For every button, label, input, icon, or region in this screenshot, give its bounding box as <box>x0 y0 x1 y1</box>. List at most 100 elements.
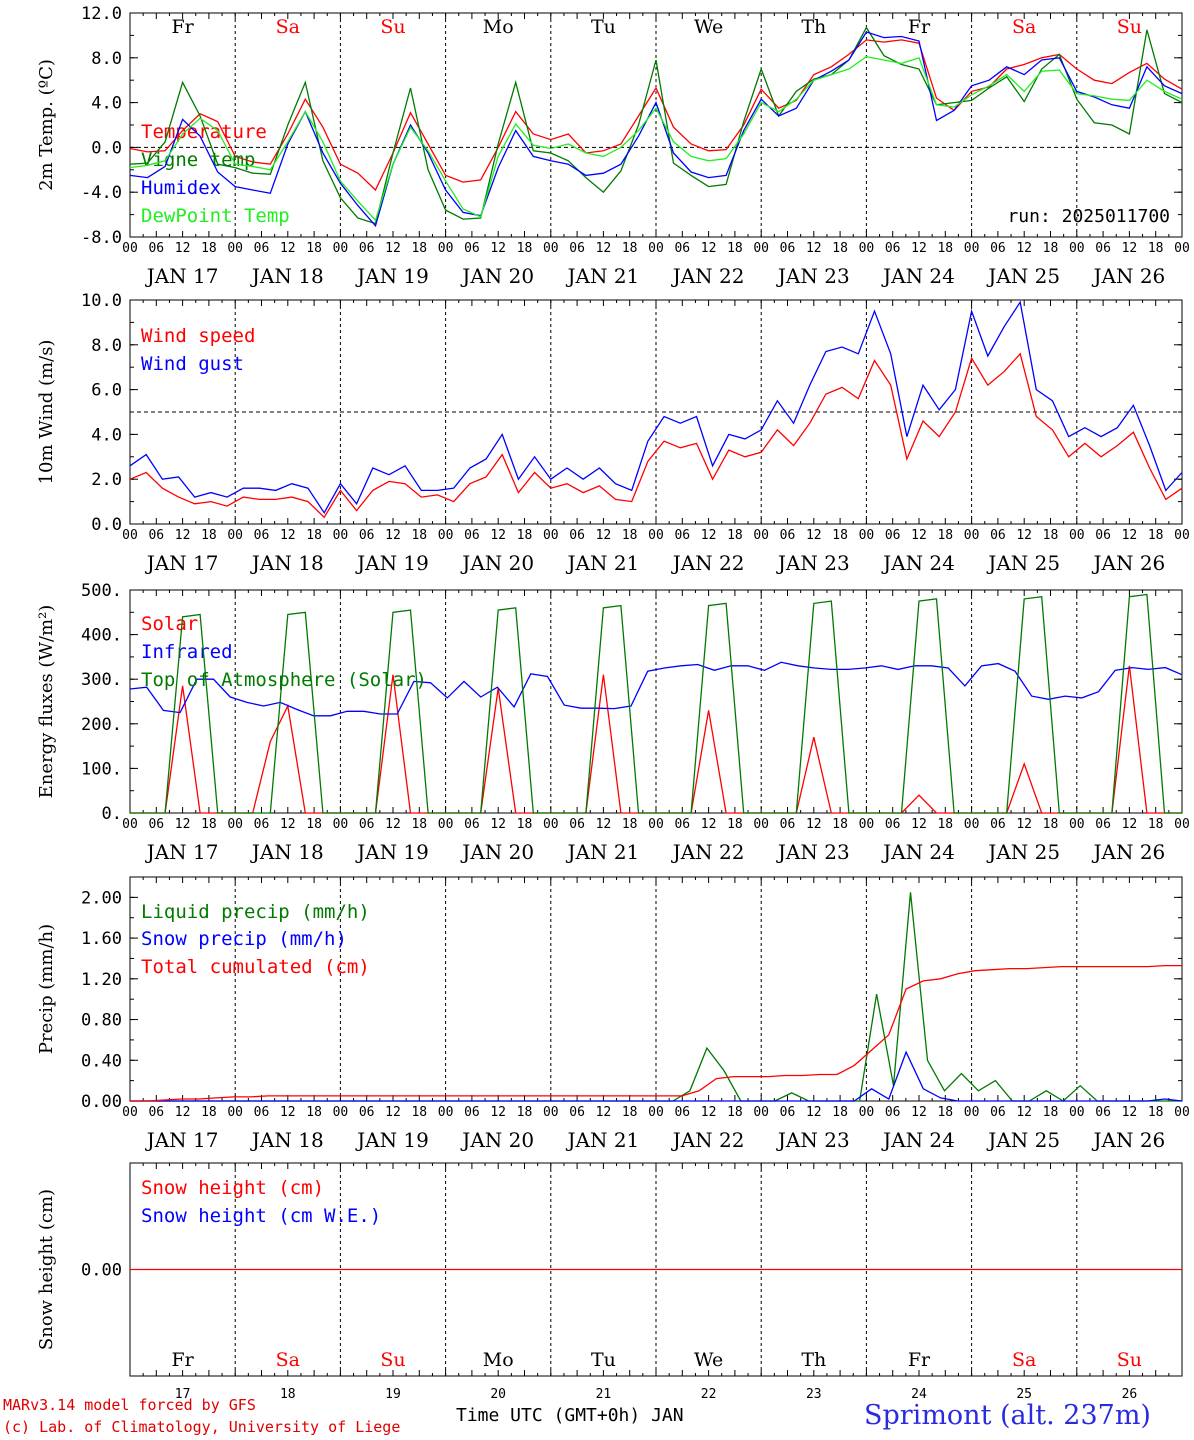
date-label: JAN 20 <box>460 1128 534 1152</box>
hour-tick-label: 12 <box>280 528 296 543</box>
hour-tick-label: 00 <box>543 1105 559 1120</box>
date-label: JAN 21 <box>566 1128 640 1152</box>
hour-tick-label: 18 <box>937 1105 953 1120</box>
hour-tick-label: 00 <box>438 241 454 256</box>
hour-tick-label: 00 <box>122 528 138 543</box>
hour-tick-label: 00 <box>438 817 454 832</box>
hour-tick-label: 12 <box>596 1105 612 1120</box>
hour-tick-label: 00 <box>648 528 664 543</box>
hour-tick-label: 12 <box>1122 241 1138 256</box>
y-tick-label: 4.0 <box>91 425 122 445</box>
hour-tick-label: 18 <box>411 241 427 256</box>
hour-tick-label: 06 <box>148 241 164 256</box>
y-tick-label: 200. <box>81 715 122 735</box>
y-axis-title-wind: 10m Wind (m/s) <box>36 340 57 485</box>
y-tick-label: 0.0 <box>91 138 122 158</box>
hour-tick-label: 06 <box>464 528 480 543</box>
hour-tick-label: 00 <box>543 817 559 832</box>
hour-tick-label: 00 <box>333 817 349 832</box>
hour-tick-label: 06 <box>990 1105 1006 1120</box>
hour-tick-label: 18 <box>622 1105 638 1120</box>
hour-tick-label: 18 <box>937 817 953 832</box>
hour-tick-label: 06 <box>464 1105 480 1120</box>
legend-entry-temp-1: Vigne temp <box>141 149 255 171</box>
hour-tick-label: 00 <box>1069 241 1085 256</box>
day-name-label: Su <box>1117 16 1142 38</box>
hour-tick-label: 12 <box>175 1105 191 1120</box>
hour-tick-label: 18 <box>727 817 743 832</box>
y-tick-label: 4.0 <box>91 94 122 114</box>
y-tick-label: 2.0 <box>91 470 122 490</box>
y-tick-label: 0.00 <box>81 1092 122 1112</box>
series-line-flux-1 <box>129 661 1183 717</box>
hour-tick-label: 06 <box>780 1105 796 1120</box>
date-label: JAN 25 <box>986 551 1060 575</box>
hour-tick-label: 12 <box>806 817 822 832</box>
hour-tick-label: 00 <box>1174 528 1190 543</box>
date-label: JAN 19 <box>355 551 429 575</box>
day-name-label: Th <box>801 16 826 38</box>
date-label: JAN 25 <box>986 1128 1060 1152</box>
hour-tick-label: 06 <box>254 241 270 256</box>
y-tick-label: 300. <box>81 670 122 690</box>
hour-tick-label: 06 <box>990 817 1006 832</box>
hour-tick-label: 18 <box>1148 817 1164 832</box>
lab-credit: (c) Lab. of Climatology, University of L… <box>3 1418 401 1436</box>
hour-tick-label: 00 <box>859 817 875 832</box>
hour-tick-label: 12 <box>1122 528 1138 543</box>
hour-tick-label: 12 <box>175 528 191 543</box>
day-number-label: 24 <box>911 1387 927 1402</box>
day-name-label: Tu <box>591 16 616 38</box>
date-label: JAN 25 <box>986 840 1060 864</box>
panel-frame-flux <box>129 589 1183 814</box>
hour-tick-label: 18 <box>411 817 427 832</box>
hour-tick-label: 12 <box>806 1105 822 1120</box>
hour-tick-label: 06 <box>674 1105 690 1120</box>
hour-tick-label: 06 <box>254 1105 270 1120</box>
hour-tick-label: 12 <box>701 241 717 256</box>
date-label: JAN 22 <box>671 840 745 864</box>
day-name-label: Su <box>1117 1349 1142 1371</box>
date-label: JAN 18 <box>250 551 324 575</box>
hour-tick-label: 06 <box>254 528 270 543</box>
hour-tick-label: 18 <box>306 528 322 543</box>
date-label: JAN 21 <box>566 264 640 288</box>
date-label: JAN 24 <box>881 840 955 864</box>
date-label: JAN 23 <box>776 264 850 288</box>
hour-tick-label: 18 <box>1043 241 1059 256</box>
hour-tick-label: 00 <box>648 817 664 832</box>
hour-tick-label: 12 <box>385 528 401 543</box>
hour-tick-label: 12 <box>385 817 401 832</box>
hour-tick-label: 18 <box>411 1105 427 1120</box>
hour-tick-label: 18 <box>201 817 217 832</box>
hour-tick-label: 12 <box>175 817 191 832</box>
day-name-label: Fr <box>908 1349 931 1371</box>
hour-tick-label: 18 <box>517 528 533 543</box>
hour-tick-label: 06 <box>990 528 1006 543</box>
hour-tick-label: 00 <box>333 1105 349 1120</box>
day-name-label: Su <box>380 16 405 38</box>
day-number-label: 25 <box>1016 1387 1032 1402</box>
hour-tick-label: 12 <box>596 528 612 543</box>
hour-tick-label: 06 <box>148 1105 164 1120</box>
hour-tick-label: 18 <box>201 528 217 543</box>
hour-tick-label: 18 <box>201 1105 217 1120</box>
date-label: JAN 21 <box>566 551 640 575</box>
hour-tick-label: 18 <box>517 817 533 832</box>
date-label: JAN 26 <box>1092 551 1166 575</box>
hour-tick-label: 18 <box>622 241 638 256</box>
date-label: JAN 20 <box>460 840 534 864</box>
date-label: JAN 26 <box>1092 1128 1166 1152</box>
legend-entry-temp-2: Humidex <box>141 177 221 199</box>
hour-tick-label: 00 <box>1069 528 1085 543</box>
hour-tick-label: 00 <box>543 241 559 256</box>
hour-tick-label: 00 <box>333 528 349 543</box>
y-tick-label: -8.0 <box>81 228 122 248</box>
hour-tick-label: 12 <box>911 817 927 832</box>
y-tick-label: 10.0 <box>81 291 122 311</box>
day-name-label: Mo <box>483 16 514 38</box>
legend-entry-temp-3: DewPoint Temp <box>141 205 290 227</box>
hour-tick-label: 00 <box>1174 1105 1190 1120</box>
day-number-label: 20 <box>490 1387 506 1402</box>
hour-tick-label: 12 <box>385 1105 401 1120</box>
